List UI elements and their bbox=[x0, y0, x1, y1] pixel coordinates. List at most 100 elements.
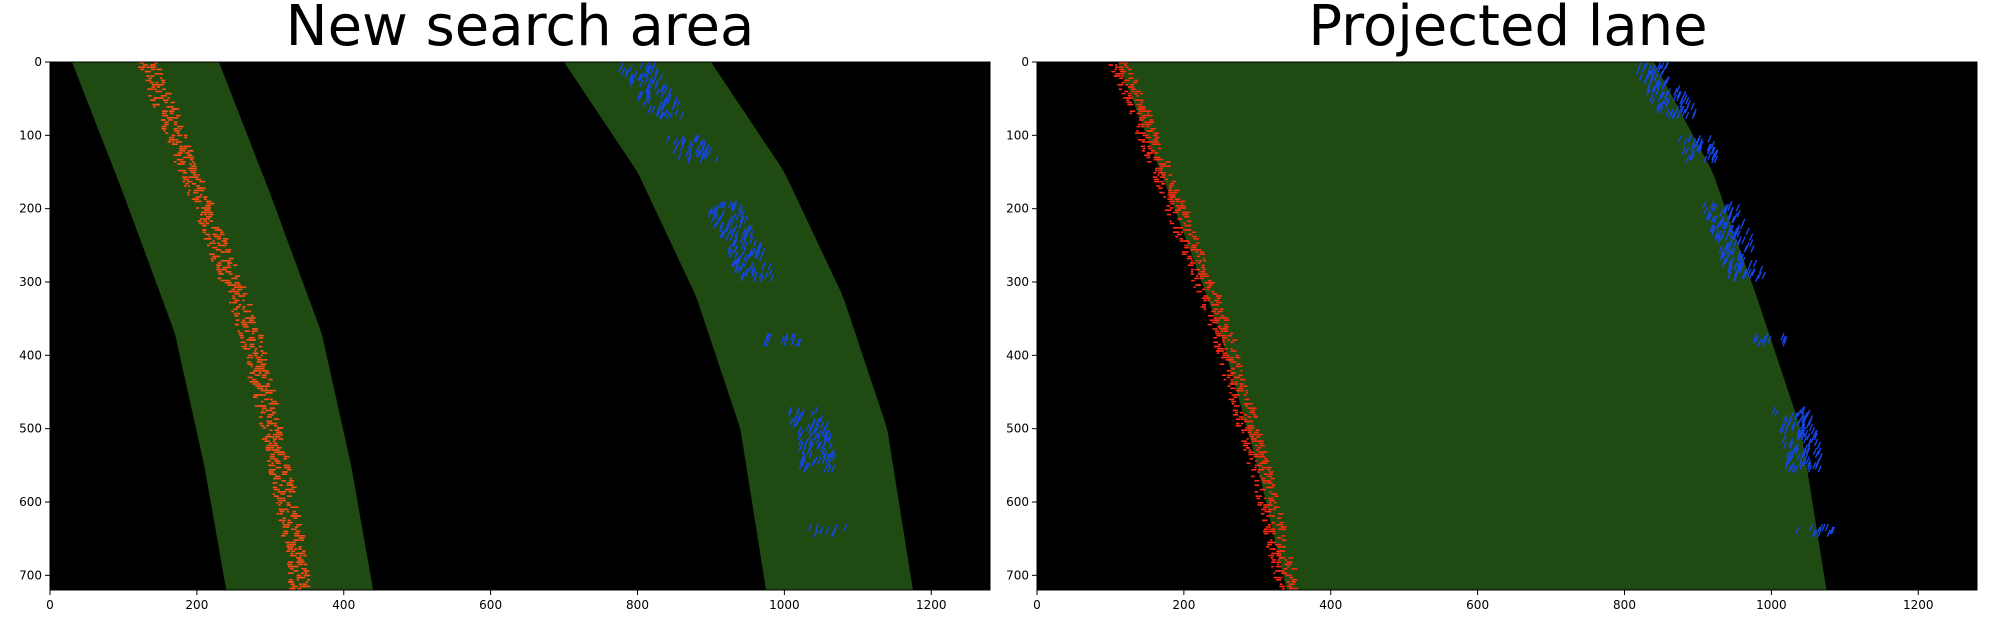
right-lane-pixel bbox=[1660, 61, 1665, 70]
left-lane-pixel bbox=[1142, 147, 1146, 150]
right-lane-pixel bbox=[1652, 85, 1658, 93]
right-lane-pixel bbox=[1717, 230, 1722, 238]
right-lane-pixel bbox=[1733, 274, 1738, 282]
left-lane-pixel bbox=[1213, 341, 1219, 343]
left-lane-pixel bbox=[1267, 541, 1273, 544]
right-lane-pixel bbox=[697, 149, 703, 158]
right-lane-pixel bbox=[1643, 61, 1649, 70]
right-lane-pixel bbox=[790, 338, 795, 347]
right-lane-pixel bbox=[799, 456, 804, 464]
right-lane-pixel bbox=[1676, 91, 1681, 99]
right-lane-pixel bbox=[792, 421, 797, 429]
left-lane-pixel bbox=[1181, 253, 1187, 255]
right-lane-pixel bbox=[808, 426, 813, 435]
right-lane-pixel bbox=[1672, 111, 1677, 120]
left-lane-pixel bbox=[1230, 356, 1234, 359]
right-lane-pixel bbox=[823, 465, 828, 473]
right-lane-pixel bbox=[642, 70, 647, 79]
left-lane-pixel bbox=[1255, 460, 1258, 462]
left-lane-pixel bbox=[1175, 200, 1180, 203]
left-lane-pixel bbox=[297, 557, 300, 559]
left-lane-pixel bbox=[1167, 165, 1172, 167]
left-lane-pixel bbox=[273, 411, 277, 414]
left-lane-pixel bbox=[1235, 418, 1241, 420]
right-lane-pixel bbox=[719, 221, 724, 230]
left-lane-pixel bbox=[1277, 517, 1282, 519]
left-lane-pixel bbox=[1196, 284, 1201, 286]
left-lane-pixel bbox=[283, 530, 289, 533]
left-lane-pixel bbox=[242, 295, 246, 297]
left-lane-pixel bbox=[1154, 152, 1159, 154]
left-lane-pixel bbox=[1279, 550, 1285, 552]
right-lane-pixel bbox=[1805, 421, 1811, 429]
left-lane-pixel bbox=[293, 541, 297, 544]
left-lane-pixel bbox=[1259, 488, 1265, 491]
left-lane-pixel bbox=[272, 433, 278, 436]
left-lane-pixel bbox=[1190, 271, 1194, 273]
left-lane-pixel bbox=[290, 506, 295, 508]
left-lane-pixel bbox=[1136, 103, 1140, 106]
y-tick-label: 600 bbox=[19, 495, 42, 509]
left-lane-pixel bbox=[254, 352, 259, 354]
right-lane-pixel bbox=[1800, 406, 1805, 414]
left-lane-pixel bbox=[252, 383, 256, 385]
left-lane-pixel bbox=[170, 139, 176, 141]
right-lane-pixel bbox=[719, 224, 724, 233]
left-lane-pixel bbox=[203, 196, 206, 198]
left-lane-pixel bbox=[171, 143, 178, 145]
left-lane-pixel bbox=[264, 398, 269, 401]
right-lane-pixel bbox=[790, 333, 795, 341]
left-lane-pixel bbox=[1180, 231, 1184, 233]
left-lane-pixel bbox=[1165, 165, 1169, 167]
left-lane-pixel bbox=[234, 277, 238, 280]
right-lane-pixel bbox=[739, 215, 744, 224]
left-lane-pixel bbox=[1150, 128, 1156, 130]
right-lane-pixel bbox=[1741, 236, 1746, 244]
right-lane-pixel bbox=[739, 236, 744, 244]
left-lane-pixel bbox=[1274, 495, 1279, 497]
right-lane-pixel bbox=[1658, 70, 1664, 79]
right-lane-pixel bbox=[1735, 227, 1740, 236]
left-lane-pixel bbox=[271, 447, 275, 449]
left-lane-pixel bbox=[1249, 411, 1256, 414]
left-lane-pixel bbox=[1289, 576, 1294, 579]
left-lane-pixel bbox=[1160, 176, 1166, 178]
right-lane-pixel bbox=[827, 432, 832, 441]
left-lane-pixel bbox=[282, 497, 285, 500]
left-lane-pixel bbox=[1270, 557, 1274, 559]
right-lane-pixel bbox=[660, 102, 665, 111]
left-lane-pixel bbox=[173, 154, 179, 156]
left-lane-pixel bbox=[1240, 422, 1244, 425]
right-lane-pixel bbox=[1821, 523, 1826, 532]
left-lane-pixel bbox=[1136, 125, 1141, 128]
left-lane-pixel bbox=[1268, 497, 1274, 500]
right-lane-pixel bbox=[1730, 215, 1736, 224]
left-lane-pixel bbox=[257, 405, 264, 407]
right-lane-pixel bbox=[808, 450, 813, 458]
left-lane-pixel bbox=[208, 207, 211, 209]
right-lane-pixel bbox=[1814, 450, 1820, 458]
left-lane-pixel bbox=[1190, 246, 1195, 249]
right-lane-pixel bbox=[817, 441, 822, 450]
right-lane-pixel bbox=[1805, 456, 1810, 464]
left-lane-pixel bbox=[151, 84, 157, 86]
right-lane-pixel bbox=[628, 73, 634, 82]
left-lane-pixel bbox=[1146, 125, 1150, 128]
left-lane-pixel bbox=[191, 167, 197, 170]
left-lane-pixel bbox=[1172, 180, 1177, 183]
left-lane-pixel bbox=[294, 535, 300, 537]
x-tick-label: 600 bbox=[479, 598, 502, 612]
left-lane-pixel bbox=[1267, 469, 1271, 471]
left-lane-pixel bbox=[1230, 381, 1235, 383]
left-lane-pixel bbox=[1268, 504, 1273, 506]
left-lane-pixel bbox=[1277, 524, 1284, 526]
left-lane-pixel bbox=[1195, 260, 1199, 262]
left-lane-pixel bbox=[227, 266, 232, 269]
left-lane-pixel bbox=[1282, 546, 1286, 548]
left-lane-pixel bbox=[1165, 161, 1171, 163]
left-lane-pixel bbox=[222, 266, 227, 269]
right-lane-pixel bbox=[817, 429, 822, 438]
right-lane-pixel bbox=[1810, 435, 1815, 444]
left-lane-pixel bbox=[151, 86, 155, 88]
left-lane-pixel bbox=[169, 117, 173, 119]
